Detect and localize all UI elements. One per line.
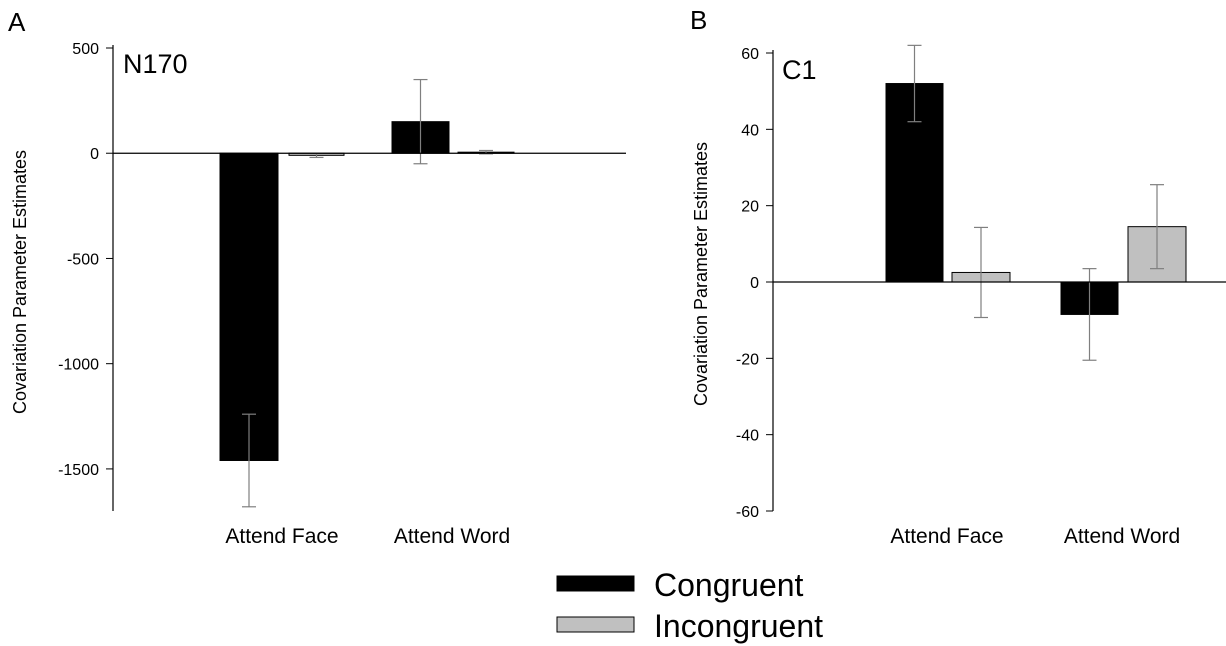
y-tick-label: 500 <box>72 41 99 58</box>
category-label: Attend Face <box>890 525 1003 548</box>
y-tick-label: 0 <box>750 275 759 292</box>
y-tick-label: -40 <box>736 428 759 445</box>
y-axis-title-a: Covariation Parameter Estimates <box>10 150 30 414</box>
legend-label-congruent: Congruent <box>654 567 804 603</box>
chart-panel-a: A N170 Covariation Parameter Estimates 5… <box>8 7 626 548</box>
y-tick-label: -1500 <box>58 462 99 479</box>
legend-swatch-congruent <box>556 575 635 592</box>
panel-letter-b: B <box>690 5 707 35</box>
y-axis-title-b: Covariation Parameter Estimates <box>691 142 711 406</box>
category-label: Attend Word <box>1064 525 1180 548</box>
legend: Congruent Incongruent <box>556 567 823 644</box>
panel-letter-a: A <box>8 7 26 37</box>
y-tick-label: 0 <box>90 146 99 163</box>
chart-panel-b: B C1 Covariation Parameter Estimates 60 4… <box>690 5 1226 548</box>
y-tick-label: 60 <box>741 46 759 63</box>
y-tick-label: -1000 <box>58 357 99 374</box>
y-tick-label: 20 <box>741 199 759 216</box>
y-tick-label: -500 <box>67 251 99 268</box>
chart-title-b: C1 <box>782 55 817 85</box>
y-tick-label: -60 <box>736 504 759 521</box>
category-label: Attend Word <box>394 525 510 548</box>
y-tick-label: 40 <box>741 122 759 139</box>
legend-swatch-incongruent <box>556 616 635 633</box>
category-label: Attend Face <box>225 525 338 548</box>
chart-title-a: N170 <box>123 49 188 79</box>
legend-label-incongruent: Incongruent <box>654 608 823 644</box>
y-tick-label: -20 <box>736 351 759 368</box>
